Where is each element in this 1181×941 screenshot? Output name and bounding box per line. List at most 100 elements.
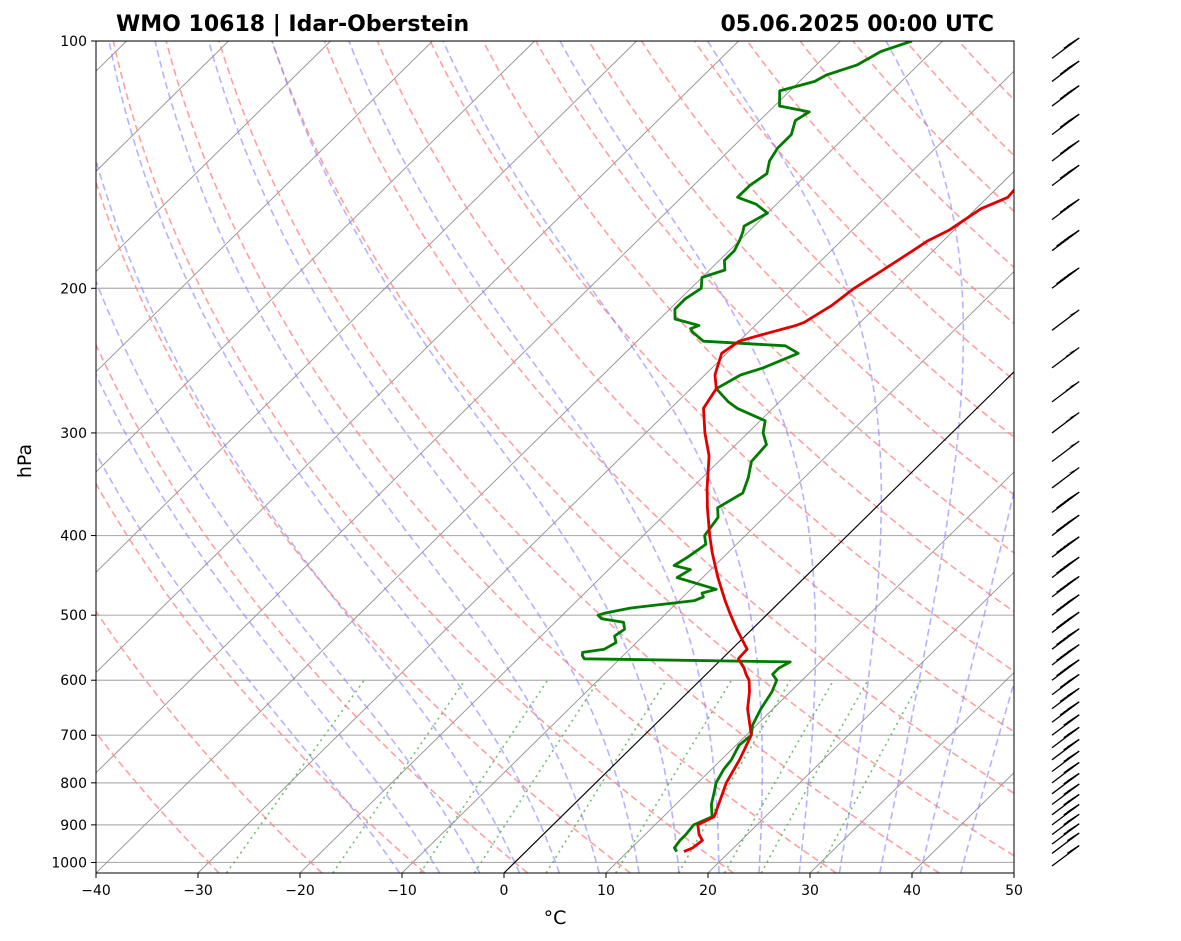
y-tick-label: 100 — [60, 34, 87, 50]
mixing-ratio-line — [723, 679, 835, 873]
moist-adiabat-line — [559, 41, 817, 873]
barb-half — [1061, 172, 1069, 179]
barb-full — [1059, 693, 1073, 703]
barb-half — [1058, 547, 1066, 553]
moist-adiabat-line — [96, 157, 521, 873]
moist-adiabat-line — [96, 451, 401, 873]
isotherm-line — [96, 41, 943, 873]
barb-full — [1059, 119, 1073, 128]
isotherm-line — [809, 671, 1014, 873]
dry-adiabat-line — [165, 41, 837, 873]
moist-adiabat-line — [108, 41, 561, 873]
x-tick-label: 30 — [801, 883, 819, 899]
dry-adiabat-line — [693, 41, 1014, 382]
wind-barb — [1051, 556, 1080, 579]
wind-barb — [1051, 380, 1080, 403]
barb-half — [1065, 417, 1073, 423]
wind-barb — [1051, 845, 1080, 867]
isotherm-line — [96, 41, 331, 273]
y-tick-label: 800 — [60, 776, 87, 792]
mixing-ratio-line — [419, 679, 549, 873]
wind-barb — [1051, 60, 1080, 82]
dry-adiabat-line — [482, 41, 1014, 613]
wind-barb — [1051, 750, 1080, 773]
barb-half — [1058, 586, 1066, 593]
barb-half — [1065, 352, 1073, 358]
y-tick-label: 200 — [60, 281, 87, 297]
mixing-ratio-line — [677, 679, 792, 873]
x-tick-label: −30 — [183, 883, 213, 899]
barb-half — [1065, 719, 1073, 725]
barb-full — [1063, 796, 1076, 806]
barb-half — [1058, 605, 1066, 611]
wind-barb — [1051, 803, 1080, 826]
wind-barb — [1051, 832, 1080, 854]
wind-barb — [1051, 198, 1080, 221]
wind-barb — [1051, 309, 1080, 331]
barb-full — [1066, 845, 1080, 854]
barb-half — [1065, 744, 1073, 750]
dry-adiabat-line — [112, 41, 734, 873]
isotherm-line — [96, 41, 739, 674]
wind-barb — [1051, 140, 1080, 162]
dry-adiabat-line — [96, 180, 631, 873]
mixing-ratio-line — [332, 679, 466, 873]
barb-half — [1061, 148, 1069, 154]
isotherm-line — [299, 170, 1014, 873]
isotherm-line — [605, 471, 1014, 873]
wind-barb — [1051, 644, 1080, 666]
wind-barb — [1051, 491, 1080, 514]
wind-barb — [1051, 761, 1080, 784]
barb-pennant — [1068, 309, 1080, 316]
dry-adiabat-lines — [96, 41, 1014, 873]
moist-adiabat-line — [96, 279, 481, 873]
isotherm-line — [96, 41, 637, 573]
x-axis-ticks: −40 −30 −20 −10 0 10 20 30 40 50 — [81, 873, 1023, 899]
plot-frame — [95, 40, 1015, 874]
wind-barb — [1051, 536, 1080, 558]
wind-barb — [1051, 85, 1080, 107]
y-axis-label: hPa — [14, 444, 36, 478]
mixing-ratio-line — [225, 679, 365, 873]
barb-pennant — [1068, 412, 1080, 419]
y-tick-label: 300 — [60, 426, 87, 442]
y-tick-label: 900 — [60, 818, 87, 834]
dry-adiabat-line — [96, 482, 426, 873]
dry-adiabat-line — [852, 41, 1014, 213]
wind-barb — [1051, 793, 1080, 816]
y-tick-label: 400 — [60, 529, 87, 545]
dry-adiabat-line — [746, 41, 1014, 325]
y-tick-label: 600 — [60, 673, 87, 689]
wind-barb — [1051, 412, 1080, 434]
x-tick-label: −10 — [387, 883, 417, 899]
isobar-lines — [96, 41, 1014, 864]
barb-pennant — [1068, 467, 1080, 474]
wind-barb — [1051, 783, 1080, 805]
x-tick-label: 0 — [500, 883, 509, 899]
wind-barb — [1051, 594, 1080, 616]
isotherm-line — [96, 41, 841, 774]
x-tick-label: −40 — [81, 883, 111, 899]
barb-full — [1056, 667, 1069, 677]
dewpoint-series — [581, 41, 913, 853]
barb-full — [1063, 775, 1076, 785]
barb-half — [1058, 278, 1066, 284]
dry-adiabat-line — [96, 610, 323, 873]
barb-half — [1065, 732, 1073, 738]
isotherm-line — [96, 41, 433, 373]
moist-adiabat-lines — [96, 41, 1014, 873]
barb-half — [1061, 206, 1069, 213]
wind-barb — [1051, 772, 1080, 795]
isotherm-line — [96, 41, 535, 473]
dry-adiabat-line — [535, 41, 1014, 554]
barb-full — [1059, 65, 1073, 75]
wind-barb — [1051, 267, 1080, 289]
isotherm-line — [707, 571, 1014, 873]
moist-adiabat-line — [442, 41, 764, 873]
wind-barb — [1051, 440, 1080, 463]
barb-full — [1059, 706, 1073, 716]
x-tick-label: 50 — [1005, 883, 1023, 899]
title-datetime: 05.06.2025 00:00 UTC — [720, 12, 994, 37]
dewpoint-line — [581, 41, 913, 853]
dry-adiabat-line — [588, 41, 1014, 496]
